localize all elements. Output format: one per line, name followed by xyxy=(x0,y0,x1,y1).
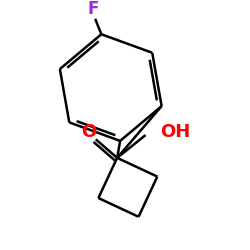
Text: F: F xyxy=(87,0,99,18)
Text: OH: OH xyxy=(160,123,190,141)
Text: O: O xyxy=(81,123,96,141)
